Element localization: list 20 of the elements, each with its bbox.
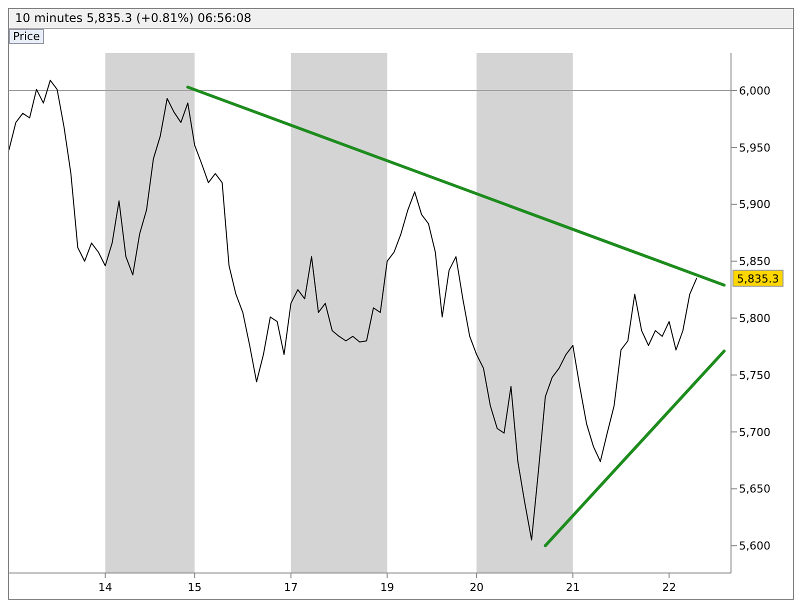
x-tick-label: 21 [566, 581, 580, 594]
text: Price [9, 29, 44, 44]
y-tick-label: 5,750 [739, 368, 770, 382]
chart-title: 10 minutes 5,835.3 (+0.81%) 06:56:08 [9, 9, 793, 29]
text: 5,835.3 [737, 272, 779, 286]
y-tick-label: 5,950 [739, 141, 770, 154]
x-tick-label: 19 [380, 581, 394, 594]
y-tick-label: 5,850 [739, 255, 770, 268]
line-series [9, 80, 698, 540]
y-tick-label: 5,900 [739, 198, 770, 212]
x-tick-label: 22 [662, 581, 676, 594]
x-tick-label: 20 [470, 581, 484, 594]
y-tick-label: 6,000 [739, 84, 770, 98]
y-tick-label: 5,800 [739, 312, 770, 326]
y-tick-label: 5,700 [739, 426, 770, 439]
y-tick-label: 5,650 [739, 482, 770, 496]
x-tick-label: 14 [98, 581, 112, 594]
x-tick-label: 15 [188, 581, 202, 594]
x-tick-label: 17 [284, 581, 298, 594]
y-tick-label: 5,600 [739, 540, 770, 553]
